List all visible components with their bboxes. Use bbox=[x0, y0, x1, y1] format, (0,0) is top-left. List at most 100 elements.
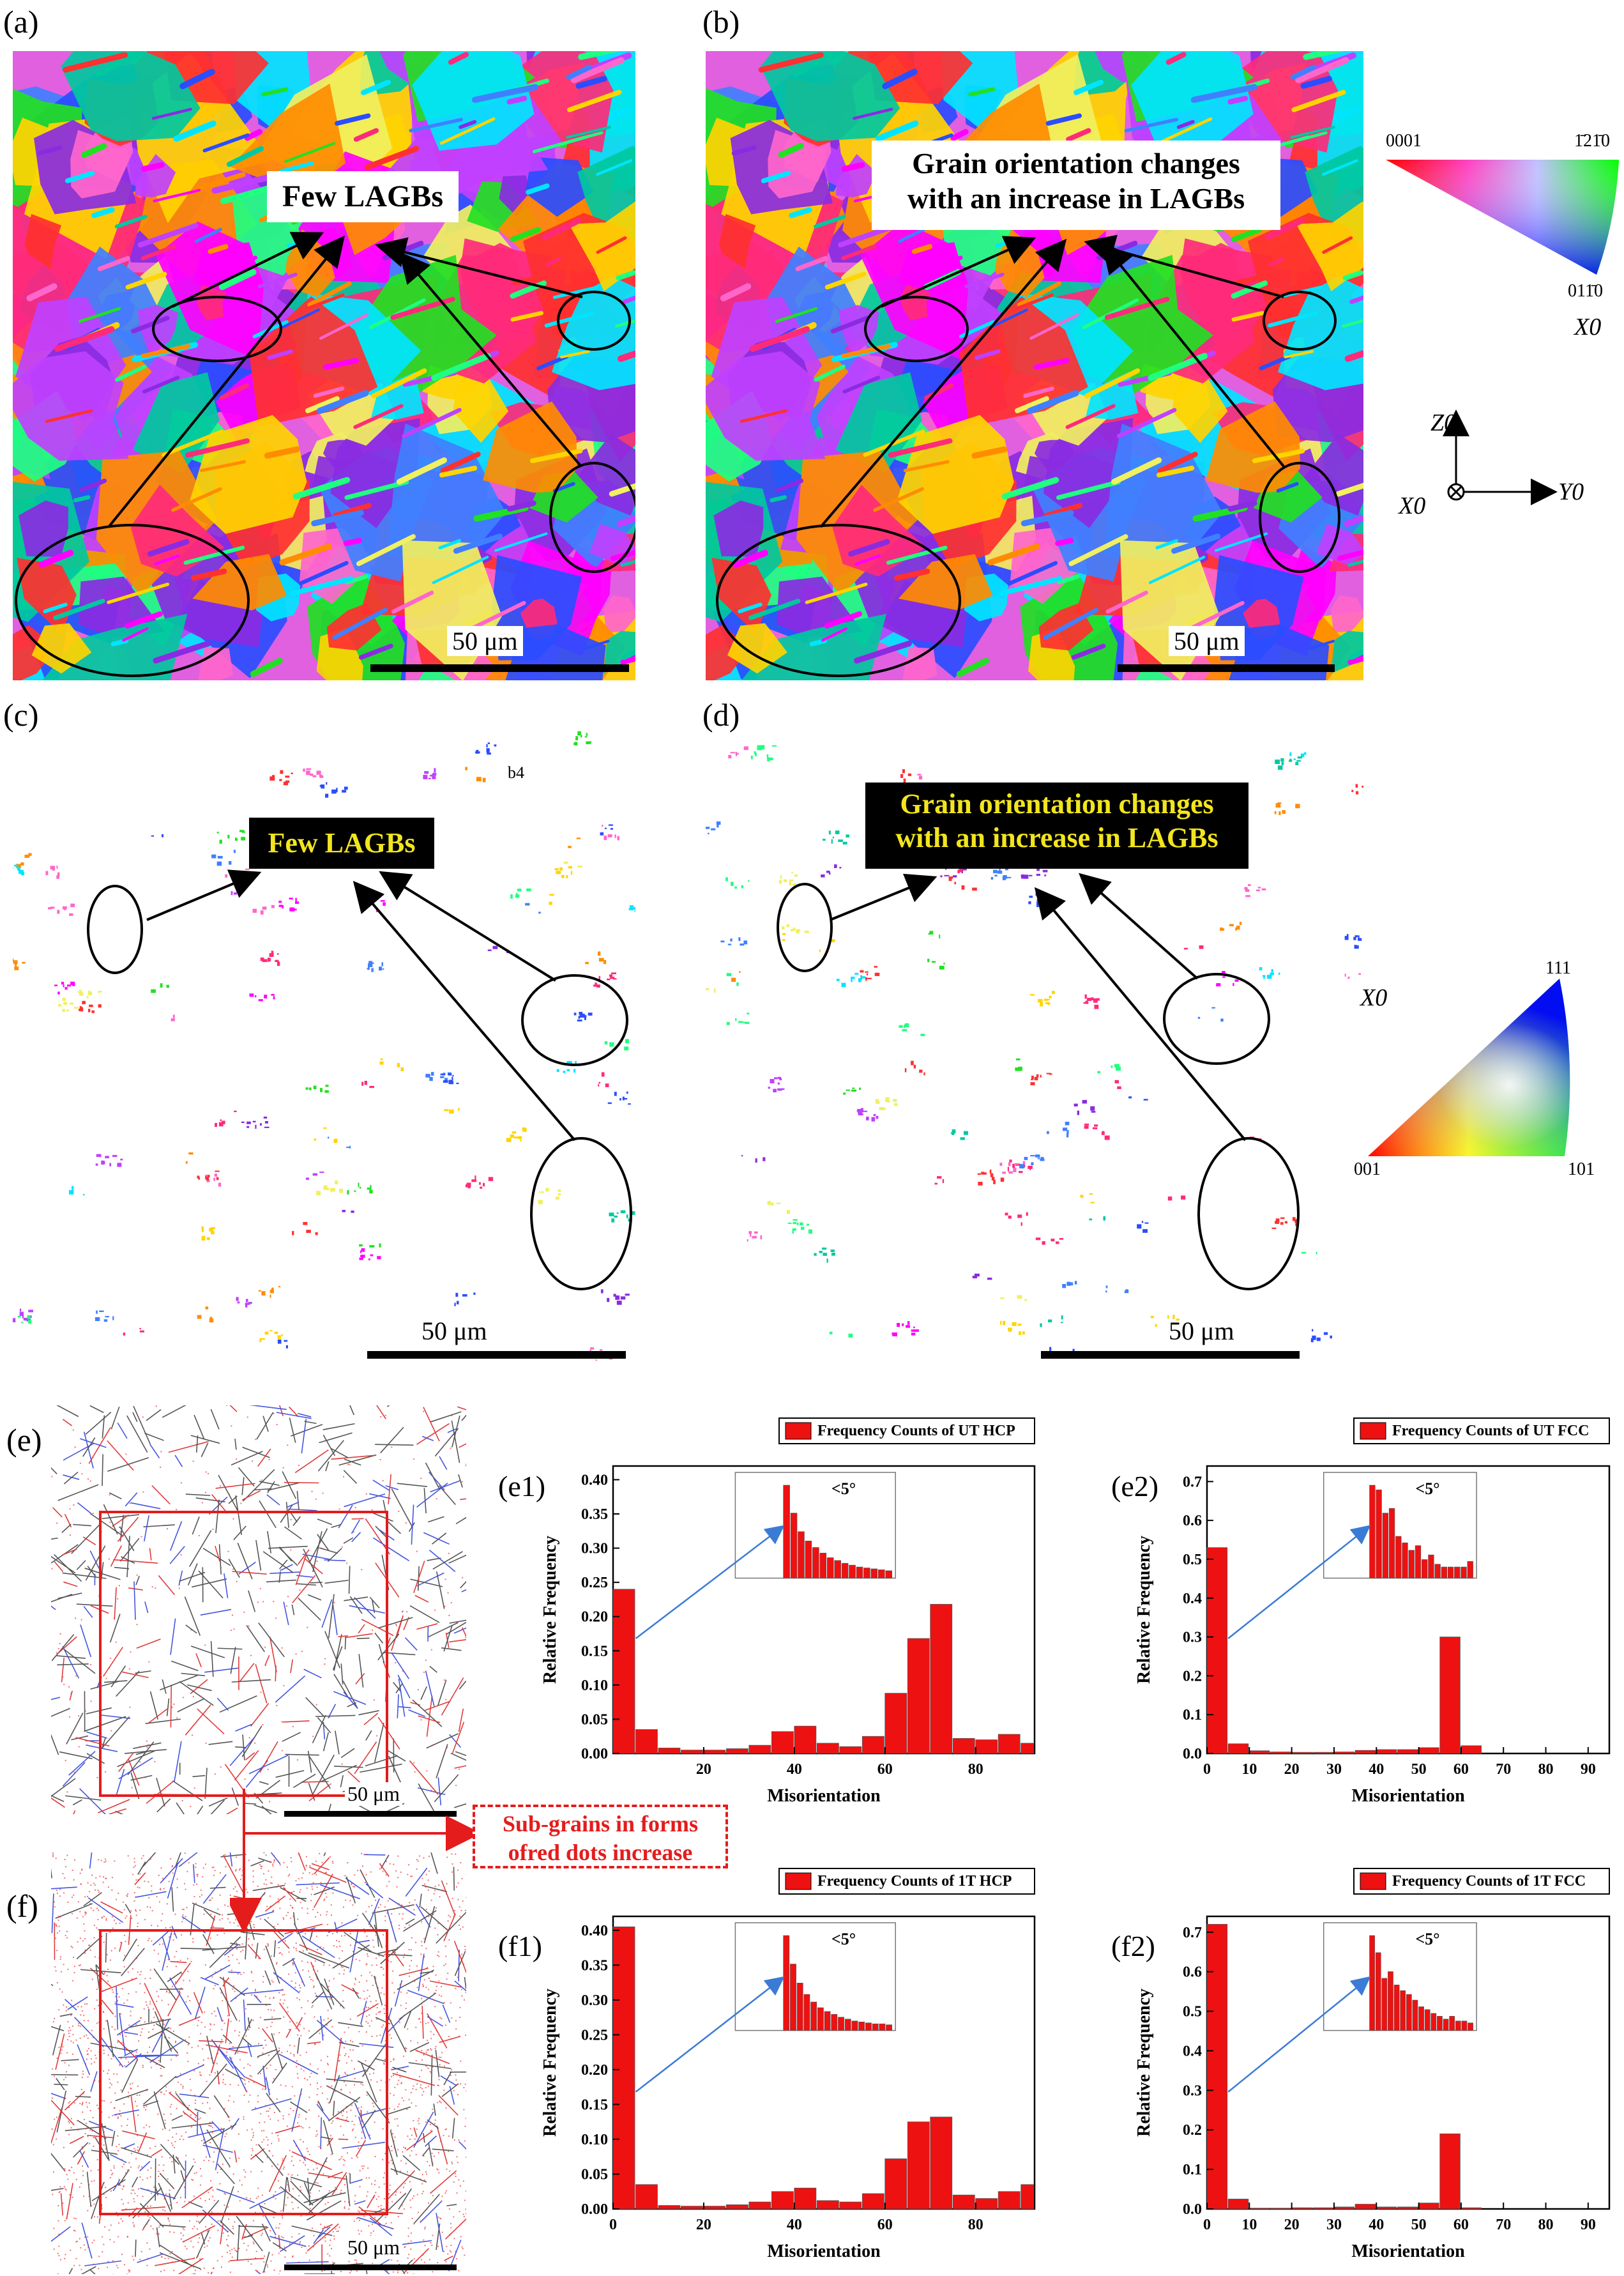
subgrain-note-line2: ofred dots increase bbox=[508, 1840, 693, 1865]
axis-y0-label: Y0 bbox=[1558, 478, 1584, 505]
callout-grain-orientation-b: Grain orientation changes with an increa… bbox=[872, 141, 1280, 230]
inset-bar bbox=[838, 2017, 844, 2031]
inset-pointer-arrow bbox=[1227, 1525, 1371, 1639]
bar bbox=[1206, 1923, 1228, 2210]
hcp-legend-0001: 0001 bbox=[1386, 131, 1422, 151]
bar bbox=[771, 2191, 794, 2210]
bar bbox=[1418, 1747, 1439, 1754]
bar bbox=[930, 2116, 953, 2210]
bar bbox=[635, 2184, 658, 2210]
bar bbox=[839, 2201, 862, 2210]
bar bbox=[1312, 1752, 1333, 1754]
inset-bar bbox=[1388, 1971, 1393, 2031]
x-tick-label: 0 bbox=[1203, 2217, 1211, 2233]
inset-bar bbox=[1402, 1542, 1408, 1578]
callout-d-line2: with an increase in LAGBs bbox=[895, 821, 1218, 853]
bar bbox=[930, 1604, 953, 1754]
bar bbox=[1439, 1637, 1461, 1754]
panel-label-f1: (f1) bbox=[498, 1930, 542, 1962]
y-tick-label: 0.10 bbox=[581, 1677, 608, 1694]
inset-bar bbox=[851, 2020, 858, 2031]
x-tick-label: 90 bbox=[1581, 2217, 1596, 2233]
bar bbox=[1418, 2203, 1439, 2210]
inset-bar bbox=[1369, 1485, 1376, 1578]
inset-bar bbox=[856, 1566, 863, 1578]
inset-bar bbox=[1461, 2020, 1468, 2031]
inset-bar bbox=[1449, 2016, 1455, 2031]
inset-bar bbox=[1375, 1952, 1381, 2031]
bar bbox=[861, 2193, 884, 2210]
bar bbox=[816, 1743, 839, 1754]
legend-entry: Frequency Counts of UT FCC bbox=[1392, 1423, 1589, 1439]
bar bbox=[1021, 2184, 1034, 2210]
x-axis-label: Misorientation bbox=[1351, 2242, 1465, 2261]
grain-texture bbox=[706, 51, 1363, 680]
inset-bar bbox=[858, 2021, 865, 2031]
bar bbox=[1227, 1743, 1249, 1754]
y-tick-label: 0.2 bbox=[1183, 2122, 1202, 2139]
inset-pointer-arrow bbox=[1227, 1976, 1371, 2093]
y-tick-label: 0.6 bbox=[1183, 1513, 1202, 1529]
hcp-ipf-legend bbox=[1386, 160, 1619, 275]
x-tick-label: 70 bbox=[1496, 2217, 1511, 2233]
callout-few-lagbs-a: Few LAGBs bbox=[267, 171, 459, 222]
bar bbox=[1333, 1752, 1355, 1754]
y-tick-label: 0.3 bbox=[1183, 2082, 1202, 2099]
inset-bar bbox=[1415, 1545, 1422, 1578]
bar bbox=[703, 1750, 726, 1754]
bar bbox=[658, 2205, 681, 2210]
axis-x0-label: X0 bbox=[1399, 493, 1426, 519]
inset-histogram: <5° bbox=[1323, 1472, 1477, 1579]
scale-bar-label-a: 50 μm bbox=[447, 626, 523, 656]
inset-bar bbox=[886, 2024, 892, 2031]
y-tick-label: 0.30 bbox=[581, 1992, 608, 2009]
legend-entry: Frequency Counts of 1T FCC bbox=[1392, 1873, 1586, 1890]
chart-f2: Frequency Counts of 1T FCC 0.0 0.1 0.2 0.3 0.… bbox=[1134, 1868, 1611, 2261]
bar bbox=[1270, 1752, 1291, 1754]
inset-bar bbox=[783, 1485, 790, 1578]
inset-bar bbox=[824, 2011, 831, 2031]
y-tick-label: 0.5 bbox=[1183, 2004, 1202, 2020]
inset-bar bbox=[870, 1568, 878, 1578]
callout-grain-orientation-d: Grain orientation changes with an increa… bbox=[865, 783, 1248, 869]
x-tick-label: 40 bbox=[1369, 1761, 1384, 1778]
bar bbox=[1227, 2199, 1249, 2210]
panel-label-e: (e) bbox=[6, 1422, 42, 1458]
bar bbox=[1270, 2208, 1291, 2210]
fcc-legend-001: 001 bbox=[1354, 1159, 1381, 1179]
y-tick-label: 0.20 bbox=[581, 1609, 608, 1626]
inset-bar bbox=[1461, 1566, 1467, 1578]
bar bbox=[1291, 2207, 1312, 2210]
callout-b-line1: Grain orientation changes bbox=[912, 147, 1240, 179]
chart-e2: Frequency Counts of UT FCC 0.0 0.1 0.2 0.3 0.… bbox=[1134, 1417, 1611, 1806]
inset-bar bbox=[826, 1557, 834, 1578]
inset-bar bbox=[810, 2001, 817, 2031]
x-tick-label: 30 bbox=[1326, 2217, 1342, 2233]
roi-box-f bbox=[99, 1929, 388, 2215]
inset-bar bbox=[790, 1964, 796, 2031]
scale-bar-label-f: 50 μm bbox=[345, 2236, 403, 2259]
inset-bar bbox=[1395, 1536, 1402, 1578]
scale-bar-label-e: 50 μm bbox=[345, 1782, 403, 1806]
annotation-overlay-c bbox=[87, 869, 632, 1290]
inset-bar bbox=[849, 1564, 856, 1578]
inset-bar bbox=[819, 1552, 827, 1578]
bar bbox=[884, 2158, 907, 2210]
inset-bar bbox=[1408, 1550, 1415, 1578]
bar bbox=[658, 1748, 681, 1754]
lagb-map-fcc-1t bbox=[706, 728, 1363, 1361]
inset-bar bbox=[803, 1994, 810, 2031]
y-tick-label: 0.2 bbox=[1183, 1668, 1202, 1684]
callout-few-lagbs-c: Few LAGBs bbox=[249, 818, 434, 869]
scale-bar-f bbox=[284, 2265, 457, 2270]
y-tick-label: 0.0 bbox=[1183, 2201, 1202, 2218]
y-tick-label: 0.4 bbox=[1183, 2043, 1202, 2059]
fcc-ipf-legend bbox=[1368, 979, 1570, 1156]
x-tick-label: 0 bbox=[1203, 1761, 1211, 1778]
inset-bar bbox=[1388, 1508, 1395, 1578]
y-tick-label: 0.35 bbox=[581, 1506, 608, 1523]
x-tick-label: 50 bbox=[1411, 2217, 1427, 2233]
inset-bar bbox=[1369, 1935, 1375, 2031]
y-tick-label: 0.7 bbox=[1183, 1474, 1202, 1490]
inset-label: <5° bbox=[831, 1479, 856, 1498]
